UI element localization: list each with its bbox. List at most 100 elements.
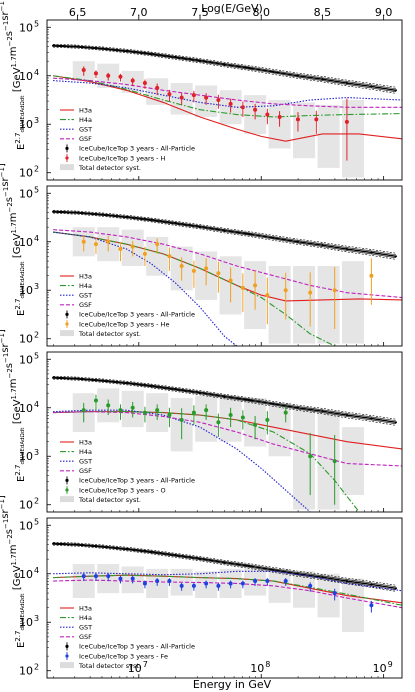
- allparticle-line: [53, 378, 396, 426]
- component-point: [155, 579, 160, 584]
- allparticle-point: [174, 56, 177, 59]
- allparticle-point: [52, 542, 55, 545]
- y-label-part: ]: [0, 495, 7, 499]
- allparticle-point: [296, 74, 300, 77]
- allparticle-point: [76, 45, 79, 48]
- legend-swatch: [65, 654, 69, 658]
- allparticle-line: [53, 544, 396, 591]
- legend-swatch: [65, 488, 69, 492]
- y-label-part: −1: [0, 499, 6, 509]
- component-point: [167, 413, 172, 418]
- y-axis-label: E2.7dN/dEdAdΩdt [GeV1.7m−2s−1sr−1]: [0, 163, 27, 316]
- y-label-part: 2.7: [14, 299, 22, 310]
- y-tick-label: 10: [19, 665, 33, 678]
- allparticle-point: [149, 218, 153, 222]
- y-label-part: 2.7: [14, 133, 22, 144]
- component-point: [130, 244, 135, 249]
- allparticle-point: [247, 232, 251, 236]
- y-tick-label: 10: [19, 333, 33, 346]
- component-point: [369, 273, 374, 278]
- component-point: [155, 408, 160, 413]
- legend-label: IceCube/IceTop 3 years - All-Particle: [79, 145, 195, 153]
- y-label-part: 1.7: [10, 56, 18, 67]
- plot-area-He: [52, 209, 402, 346]
- top-tick-label: 6.5: [69, 6, 87, 19]
- y-tick-exponent: 3: [34, 282, 39, 291]
- component-point: [93, 398, 98, 403]
- allparticle-point: [198, 225, 202, 228]
- allparticle-point: [321, 78, 324, 81]
- y-label-part: sr: [0, 176, 11, 186]
- syst-box: [342, 100, 365, 178]
- y-tick-exponent: 5: [34, 517, 39, 526]
- allparticle-point: [370, 85, 373, 88]
- allparticle-point: [370, 417, 373, 420]
- component-point: [118, 247, 123, 252]
- legend-label: GST: [79, 126, 92, 134]
- allparticle-point: [247, 398, 251, 402]
- y-tick-label: 10: [19, 450, 33, 463]
- legend-label: IceCube/IceTop 3 years - O: [79, 486, 166, 494]
- allparticle-point: [223, 395, 226, 398]
- component-point: [228, 413, 233, 418]
- allparticle-point: [174, 222, 177, 225]
- component-point: [240, 415, 245, 420]
- allparticle-line: [53, 210, 396, 256]
- component-point: [265, 417, 270, 422]
- allparticle-point: [272, 402, 275, 405]
- allparticle-point: [174, 388, 177, 391]
- allparticle-point: [76, 543, 79, 546]
- legend-label: GSF: [79, 633, 92, 641]
- allparticle-point: [345, 81, 349, 85]
- y-label-part: m: [8, 545, 19, 555]
- allparticle-point: [394, 255, 397, 258]
- y-label-part: −2: [6, 36, 14, 46]
- component-point: [253, 579, 258, 584]
- syst-box: [342, 578, 365, 632]
- component-point: [283, 288, 288, 293]
- y-label-part: 2.7: [14, 465, 22, 476]
- legend-label: IceCube/IceTop 3 years - All-Particle: [79, 477, 195, 485]
- y-label-part: −1: [2, 21, 10, 31]
- component-point: [277, 114, 282, 119]
- y-tick-exponent: 3: [34, 116, 39, 125]
- component-point: [81, 408, 86, 413]
- component-point: [204, 408, 209, 413]
- legend-label: GST: [79, 458, 92, 466]
- y-label-part: E: [16, 310, 27, 316]
- y-tick-exponent: 4: [34, 68, 39, 77]
- allparticle-line: [53, 375, 396, 420]
- component-point: [179, 95, 184, 100]
- y-label-part: −1: [2, 353, 10, 363]
- x-tick-exponent: 7: [143, 660, 148, 669]
- allparticle-point: [100, 379, 104, 382]
- y-tick-label: 10: [19, 402, 33, 415]
- allparticle-point: [125, 49, 128, 53]
- component-point: [191, 93, 196, 98]
- syst-box: [317, 573, 340, 618]
- component-point: [216, 98, 221, 102]
- component-point: [295, 117, 300, 122]
- component-point: [240, 581, 245, 586]
- y-tick-label: 10: [19, 187, 33, 200]
- component-point: [314, 117, 319, 122]
- allparticle-line: [53, 378, 396, 425]
- component-point: [204, 581, 209, 586]
- component-point: [265, 579, 270, 584]
- component-point: [142, 410, 147, 415]
- component-point: [155, 242, 160, 247]
- allparticle-point: [370, 583, 373, 586]
- component-point: [308, 454, 313, 459]
- legend-label: Total detector syst.: [78, 164, 141, 172]
- allparticle-point: [149, 52, 153, 56]
- y-label-part: [GeV: [12, 565, 23, 590]
- y-label-part: ]: [0, 329, 7, 333]
- allparticle-line: [53, 209, 396, 254]
- component-point: [81, 239, 86, 244]
- allparticle-point: [198, 391, 202, 394]
- component-point: [344, 119, 349, 124]
- legend-label: IceCube/IceTop 3 years - H: [79, 154, 166, 162]
